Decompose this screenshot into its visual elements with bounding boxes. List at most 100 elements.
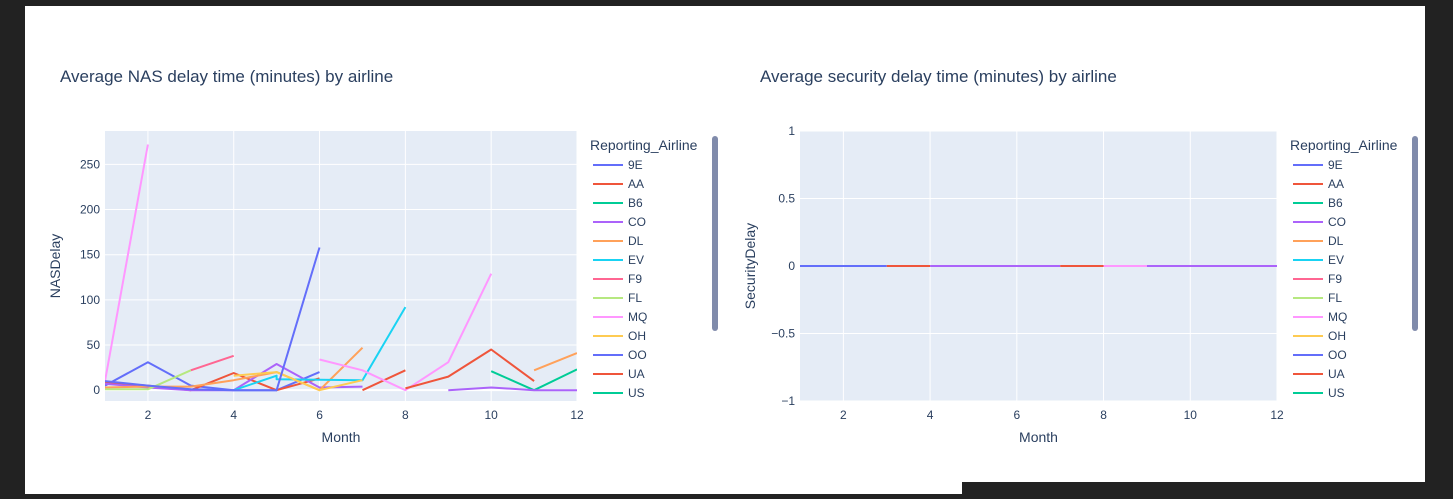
legend-item-aa[interactable]: AA [593,177,644,191]
legend-item-oo[interactable]: OO [1293,348,1347,362]
legend-label: DL [1328,234,1344,248]
x-tick-label: 4 [230,408,237,422]
legend-label: F9 [628,272,642,286]
series-group [105,144,577,392]
x-tick-label: 4 [927,408,934,422]
legend-label: US [1328,386,1345,400]
series-line-fl [105,369,192,391]
legend-label: AA [628,177,644,191]
legend-label: MQ [1328,310,1347,324]
bottom-bar [962,482,1453,494]
series-line-mq [105,144,149,382]
y-tick-label: 200 [80,203,100,217]
legend-label: OH [628,329,646,343]
legend-label: AA [1328,177,1344,191]
series-line-unnamed [448,386,577,392]
legend-label: UA [628,367,645,381]
legend-item-ua[interactable]: UA [593,367,645,381]
y-tick-label: 1 [788,124,795,138]
security-delay-chart: Average security delay time (minutes) by… [742,67,1418,445]
legend-item-9e[interactable]: 9E [593,158,643,172]
legend-label: OO [628,348,647,362]
legend-item-f9[interactable]: F9 [593,272,642,286]
y-tick-label: 0 [788,259,795,273]
x-tick-label: 2 [840,408,847,422]
legend-item-b6[interactable]: B6 [593,196,643,210]
y-tick-label: 250 [80,157,100,171]
dashboard-panel: Average NAS delay time (minutes) by airl… [25,6,1425,494]
legend-title: Reporting_Airline [1290,137,1398,153]
legend-item-oh[interactable]: OH [593,329,646,343]
legend-item-aa[interactable]: AA [1293,177,1344,191]
series-line-oh [233,371,363,392]
legend-item-dl[interactable]: DL [593,234,644,248]
legend-label: OH [1328,329,1346,343]
legend-label: 9E [628,158,643,172]
legend-label: F9 [1328,272,1342,286]
series-line-f9 [190,354,235,372]
legend-label: B6 [1328,196,1343,210]
legend-label: CO [628,215,646,229]
x-tick-label: 8 [1100,408,1107,422]
x-tick-label: 8 [402,408,409,422]
legend-label: MQ [628,310,647,324]
legend-label: US [628,386,645,400]
legend-item-f9[interactable]: F9 [1293,272,1342,286]
y-tick-label: −1 [781,394,795,408]
legend-label: EV [1328,253,1344,267]
chart-title: Average security delay time (minutes) by… [760,67,1117,86]
legend-item-co[interactable]: CO [593,215,646,229]
x-tick-label: 6 [1013,408,1020,422]
x-tick-label: 2 [145,408,152,422]
x-tick-label: 12 [1270,408,1284,422]
series-line-oo [105,247,321,392]
charts-canvas: Average NAS delay time (minutes) by airl… [47,67,1418,445]
chart-title: Average NAS delay time (minutes) by airl… [60,67,393,86]
legend-item-fl[interactable]: FL [1293,291,1342,305]
legend-item-oo[interactable]: OO [593,348,647,362]
legend-label: B6 [628,196,643,210]
y-tick-label: 0 [93,383,100,397]
legend-scrollbar[interactable] [1412,136,1418,331]
x-tick-label: 12 [570,408,584,422]
series-line-unnamed [405,348,535,390]
x-axis-label: Month [322,429,361,445]
series-line-unnamed [533,352,577,372]
legend-item-us[interactable]: US [1293,386,1345,400]
legend-label: EV [628,253,644,267]
legend-item-mq[interactable]: MQ [593,310,647,324]
series-line-ev [233,306,407,392]
y-tick-label: −0.5 [771,327,795,341]
y-tick-label: 100 [80,293,100,307]
legend-label: FL [628,291,642,305]
legend-item-fl[interactable]: FL [593,291,642,305]
x-tick-label: 10 [485,408,499,422]
legend-label: FL [1328,291,1342,305]
legend: Reporting_Airline 9E AA B6 CO DL EV F9 FL MQ OH OO U… [1290,136,1418,400]
x-axis-label: Month [1019,429,1058,445]
series-line-9e [105,361,320,392]
y-axis-label: NASDelay [47,234,63,299]
legend-label: UA [1328,367,1345,381]
legend-label: CO [1328,215,1346,229]
series-line-us [490,370,535,392]
legend-item-b6[interactable]: B6 [1293,196,1343,210]
x-tick-label: 10 [1184,408,1198,422]
legend: Reporting_Airline 9E AA B6 CO DL EV F9 FL MQ OH OO U… [590,136,718,400]
legend-item-co[interactable]: CO [1293,215,1346,229]
series-line-b6 [533,368,577,392]
y-tick-label: 50 [87,338,101,352]
legend-item-mq[interactable]: MQ [1293,310,1347,324]
legend-item-us[interactable]: US [593,386,645,400]
nas-delay-chart: Average NAS delay time (minutes) by airl… [47,67,718,445]
legend-scrollbar[interactable] [712,136,718,331]
legend-item-ev[interactable]: EV [593,253,644,267]
legend-item-ua[interactable]: UA [1293,367,1345,381]
legend-item-ev[interactable]: EV [1293,253,1344,267]
y-tick-label: 0.5 [778,192,795,206]
legend-item-dl[interactable]: DL [1293,234,1344,248]
legend-label: 9E [1328,158,1343,172]
legend-item-oh[interactable]: OH [1293,329,1346,343]
y-axis-label: SecurityDelay [742,223,758,309]
legend-item-9e[interactable]: 9E [1293,158,1343,172]
